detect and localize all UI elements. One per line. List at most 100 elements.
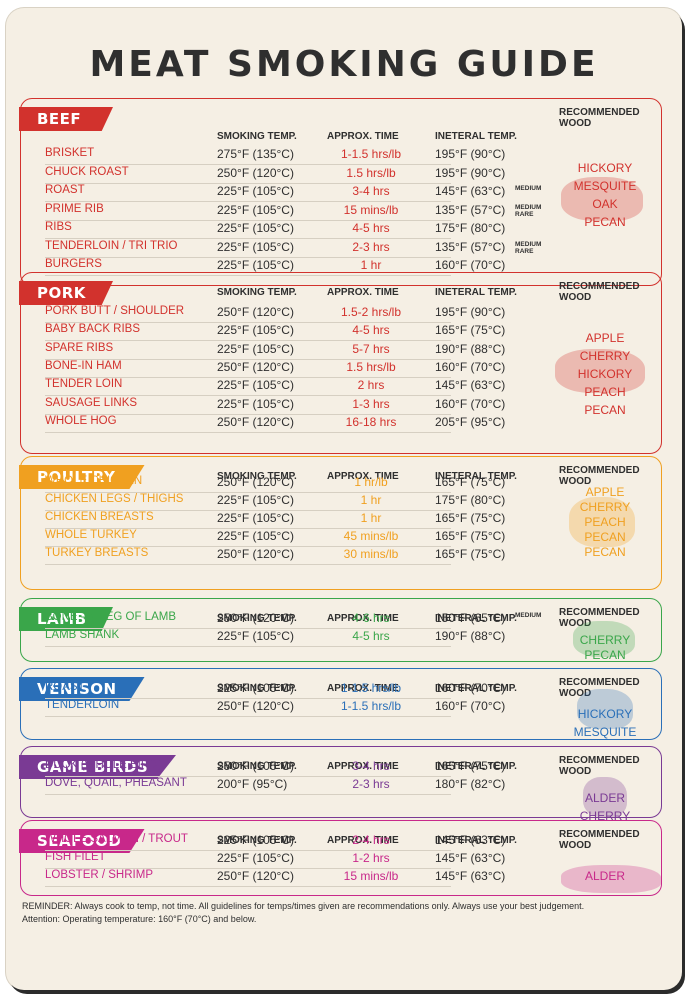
- internal-temp: 160°F (70°C): [435, 681, 506, 695]
- doneness-note: MEDIUM: [515, 612, 542, 619]
- duck-icon: [583, 777, 627, 817]
- table-row: CHICKEN BREASTS 225°F (105°C) 1 hr 165°F (7…: [21, 511, 561, 529]
- cut-name: FISH FILET: [45, 851, 106, 863]
- header-recommended-wood: RECOMMENDED WOOD: [559, 607, 640, 629]
- table-row: DUCK (WHOLE BIRD) 250°F (105°C) 3-4 hrs 165…: [21, 759, 561, 777]
- wood-item: PECAN: [584, 215, 626, 229]
- header-approx-time: APPROX. TIME: [327, 835, 399, 846]
- table-row: TENDERLOIN / TRI TRIO 225°F (105°C) 2-3 hr…: [21, 240, 561, 258]
- smoking-temp: 250°F (120°C): [217, 869, 294, 883]
- row-divider: [45, 646, 451, 647]
- internal-temp: 160°F (70°C): [435, 359, 506, 374]
- cut-name: WHOLE SALMON / TROUT: [45, 833, 188, 845]
- wood-item: CHERRY: [579, 809, 631, 823]
- row-divider: [45, 716, 451, 717]
- internal-temp: 175°F (80°C): [435, 493, 506, 507]
- smoking-temp: 250°F (120°C): [217, 699, 294, 713]
- table-row: BRISKET 275°F (135°C) 1-1.5 hrs/lb 195°F (9…: [21, 147, 561, 165]
- cut-name: CHICKEN BREASTS: [45, 511, 154, 523]
- approx-time: 15 mins/lb: [343, 869, 399, 883]
- section-label: BEEF: [19, 107, 113, 131]
- cut-name: BRISKET: [45, 147, 95, 159]
- table-row: TENDERLOIN 250°F (120°C) 1-1.5 hrs/lb 160°F…: [21, 699, 561, 717]
- chicken-icon: [569, 497, 635, 547]
- smoking-temp: 225°F (105°C): [217, 629, 294, 643]
- fish-icon: [561, 865, 661, 893]
- header-smoking-temp: SMOKING TEMP.: [217, 613, 297, 624]
- row-divider: [45, 628, 451, 629]
- header-internal-temp: INETERAL TEMP.: [435, 613, 517, 624]
- approx-time: 16-18 hrs: [345, 414, 397, 429]
- internal-temp: 165°F (75°C): [435, 511, 506, 525]
- internal-temp: 145°F (63°C): [435, 184, 506, 198]
- row-divider: [45, 201, 451, 202]
- header-recommended-wood: RECOMMENDED WOOD: [559, 677, 640, 699]
- internal-temp: 135°F (57°C): [435, 202, 506, 217]
- cut-name: ROAST: [45, 681, 85, 693]
- wood-item: ALDER: [584, 791, 625, 805]
- smoking-temp: 225°F (105°C): [217, 681, 294, 695]
- wood-item: ALDER: [584, 869, 625, 883]
- approx-time: 1.5-2 hrs/lb: [340, 305, 402, 319]
- smoking-temp: 250°F (120°C): [217, 305, 294, 319]
- smoking-temp: 250°F (120°C): [217, 475, 294, 489]
- cow-icon: [561, 177, 643, 221]
- section-lamb: LAMB SMOKING TEMP. APPROX. TIME INETERAL TE…: [19, 598, 662, 662]
- footer-reminder: REMINDER: Always cook to temp, not time.…: [22, 901, 585, 911]
- deer-icon: [577, 689, 633, 729]
- header-internal-temp: INETERAL TEMP.: [435, 287, 517, 298]
- approx-time: 1-3 hrs: [352, 396, 390, 411]
- smoking-temp: 225°F (105°C): [217, 851, 294, 865]
- smoking-temp: 250°F (120°C): [217, 165, 294, 180]
- approx-time: 4-5 hrs: [352, 323, 390, 338]
- cut-name: SPARE RIBS: [45, 341, 114, 354]
- wood-item: MESQUITE: [573, 179, 637, 193]
- row-divider: [45, 219, 451, 221]
- row-divider: [45, 340, 451, 342]
- section-label: PORK: [19, 281, 113, 305]
- wood-item: CHERRY: [579, 349, 631, 363]
- wood-item: HICKORY: [577, 161, 633, 175]
- internal-temp: 195°F (90°C): [435, 165, 506, 180]
- cut-name: BONE-IN HAM: [45, 359, 122, 372]
- row-divider: [45, 868, 451, 869]
- wood-item: PEACH: [584, 385, 626, 399]
- row-divider: [45, 413, 451, 415]
- header-approx-time: APPROX. TIME: [327, 131, 399, 142]
- doneness-note: MEDIUM RARE: [515, 240, 542, 255]
- section-game-birds: GAME BIRDS SMOKING TEMP. APPROX. TIME INETE…: [19, 746, 662, 823]
- section-poultry: POULTRY SMOKING TEMP. APPROX. TIME INETERAL…: [19, 456, 662, 590]
- row-divider: [45, 322, 451, 323]
- row-divider: [45, 510, 451, 511]
- internal-temp: 165°F (75°C): [435, 323, 506, 338]
- cut-name: WHOLE CHICKEN: [45, 475, 143, 487]
- cut-name: BABY BACK RIBS: [45, 323, 141, 336]
- row-divider: [45, 164, 451, 165]
- section-label: GAME BIRDS: [19, 755, 176, 779]
- approx-time: 1 hr: [360, 493, 382, 507]
- smoking-temp: 250°F (120°C): [217, 611, 294, 625]
- table-row: PORK BUTT / SHOULDER 250°F (120°C) 1.5-2 h…: [21, 305, 561, 323]
- approx-time: 1-1.5 hrs/lb: [340, 681, 402, 695]
- row-divider: [45, 238, 451, 239]
- wood-item: APPLE: [585, 331, 625, 345]
- internal-temp: 145°F (63°C): [435, 869, 506, 883]
- cut-name: PRIME RIB: [45, 202, 104, 215]
- row-divider: [45, 358, 451, 360]
- header-recommended-wood: RECOMMENDED WOOD: [559, 107, 640, 129]
- approx-time: 3-4 hrs: [352, 759, 390, 773]
- row-divider: [45, 850, 451, 851]
- smoking-temp: 250°F (120°C): [217, 359, 294, 374]
- approx-time: 3-4 hrs: [352, 184, 390, 198]
- cut-name: RIBS: [45, 221, 72, 233]
- header-approx-time: APPROX. TIME: [327, 683, 399, 694]
- row-divider: [45, 395, 451, 397]
- section-label: LAMB: [19, 607, 113, 631]
- wood-item: PECAN: [584, 403, 626, 417]
- row-divider: [45, 886, 451, 887]
- header-smoking-temp: SMOKING TEMP.: [217, 683, 297, 694]
- table-row: TENDER LOIN 225°F (105°C) 2 hrs 145°F (63°C…: [21, 378, 561, 397]
- row-divider: [45, 564, 451, 565]
- header-smoking-temp: SMOKING TEMP.: [217, 287, 297, 298]
- row-divider: [45, 794, 451, 795]
